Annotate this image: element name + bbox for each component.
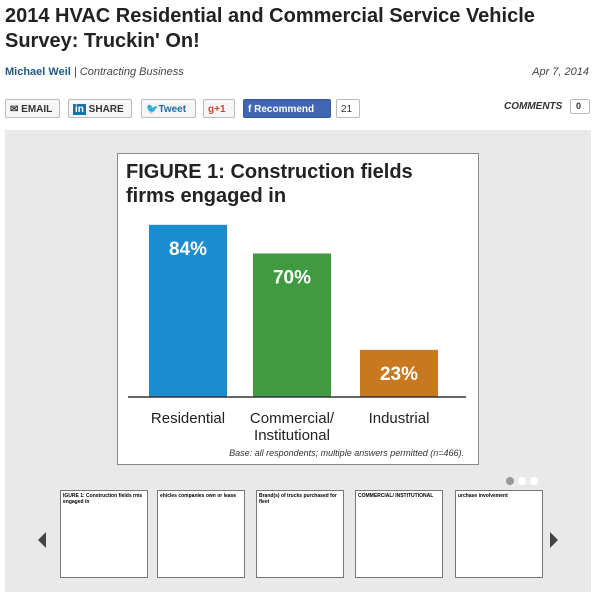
thumbnail[interactable]: Brand(s) of trucks purchased for fleet — [256, 490, 344, 578]
recommend-count: 21 — [336, 99, 360, 118]
figure: FIGURE 1: Construction fields firms enga… — [117, 153, 479, 465]
thumbnail-caption: urchase involvement — [458, 493, 508, 499]
linkedin-button[interactable]: in SHARE — [68, 99, 132, 118]
chart: 84% Residential 70% Commercial/Institutiona… — [128, 224, 466, 458]
gallery-controls — [38, 477, 558, 548]
thumbnail[interactable]: IGURE 1: Construction fields rms engaged… — [60, 490, 148, 578]
thumbnail[interactable]: urchase involvement — [455, 490, 543, 578]
value-label: 23% — [380, 364, 418, 385]
article-title: 2014 HVAC Residential and Commercial Ser… — [5, 5, 535, 52]
category-label: Industrial — [369, 410, 430, 427]
recommend-label: Recommend — [254, 104, 315, 115]
thumbnail[interactable]: ehicles companies own or lease — [157, 490, 245, 578]
recommend-button[interactable]: f Recommend — [243, 99, 331, 118]
linkedin-label: SHARE — [88, 104, 124, 115]
category-line: Institutional — [254, 427, 330, 444]
dot[interactable] — [506, 477, 514, 485]
chart-note: Base: all respondents; multiple answers … — [229, 448, 464, 458]
thumbnail[interactable]: COMMERCIAL/ INSTITUTIONAL — [355, 490, 443, 578]
next-arrow[interactable] — [550, 532, 558, 548]
chart-title: FIGURE 1: Construction fields firms enga… — [126, 161, 413, 207]
dot[interactable] — [530, 477, 538, 485]
category-label: Residential — [151, 410, 225, 427]
comments-count: 0 — [570, 99, 590, 114]
comments-label[interactable]: COMMENTS — [504, 101, 563, 112]
email-label: EMAIL — [21, 104, 53, 115]
prev-arrow[interactable] — [38, 532, 46, 548]
value-label: 84% — [169, 239, 207, 260]
byline: Michael Weil | Contracting Business — [5, 66, 184, 78]
tweet-label: Tweet — [158, 104, 187, 115]
value-label: 70% — [273, 268, 311, 289]
thumbnail-caption: ehicles companies own or lease — [160, 493, 237, 499]
date: Apr 7, 2014 — [532, 66, 589, 78]
thumbnail-caption: COMMERCIAL/ INSTITUTIONAL — [358, 493, 434, 499]
dot[interactable] — [518, 477, 526, 485]
bar — [253, 253, 331, 397]
tweet-button[interactable]: 🐦Tweet — [141, 99, 196, 118]
gplus-label: +1 — [214, 104, 226, 115]
gplus-button[interactable]: g+1 — [203, 99, 235, 118]
source: | Contracting Business — [73, 66, 184, 78]
category-line: Commercial/ — [250, 410, 335, 427]
thumbnail-caption: Brand(s) of trucks purchased for fleet — [259, 493, 337, 505]
bar — [360, 349, 438, 397]
category-label: Commercial/Institutional — [250, 410, 335, 444]
email-button[interactable]: ✉ EMAIL — [5, 99, 60, 118]
thumbnail-caption: IGURE 1: Construction fields rms engaged… — [63, 493, 143, 505]
author[interactable]: Michael Weil — [5, 66, 71, 78]
bar — [149, 224, 227, 397]
